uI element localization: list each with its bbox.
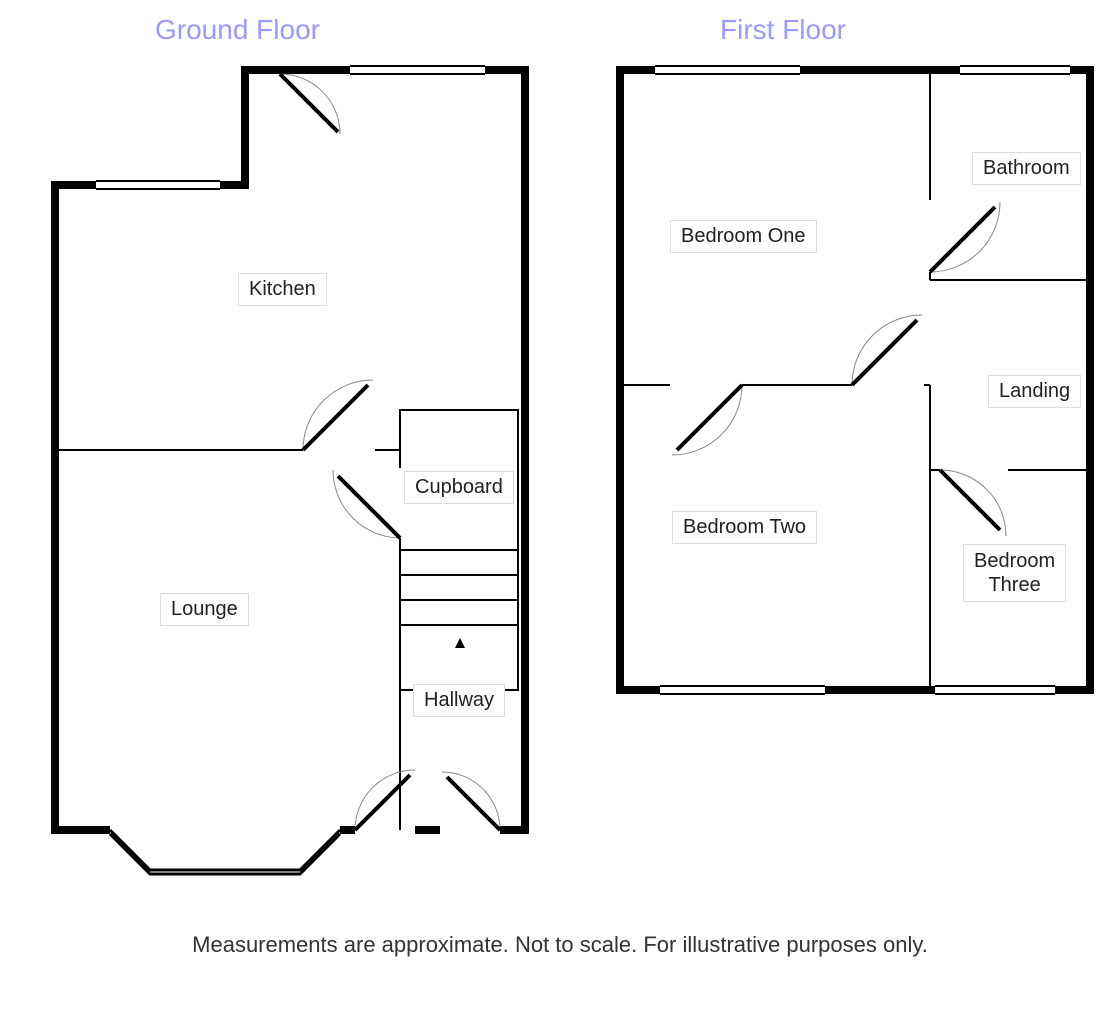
bathroom-label: Bathroom bbox=[972, 152, 1081, 185]
lounge-label: Lounge bbox=[160, 593, 249, 626]
bedroom-three-line2: Three bbox=[988, 574, 1040, 596]
bedroom-three-label: Bedroom Three bbox=[963, 544, 1066, 602]
ground-floor-plan bbox=[20, 50, 550, 880]
ground-floor-title: Ground Floor bbox=[155, 14, 320, 46]
floor-plan-canvas: Ground Floor First Floor bbox=[0, 0, 1120, 1029]
cupboard-label: Cupboard bbox=[404, 471, 514, 504]
hallway-label: Hallway bbox=[413, 684, 505, 717]
kitchen-label: Kitchen bbox=[238, 273, 327, 306]
landing-label: Landing bbox=[988, 375, 1081, 408]
bedroom-two-label: Bedroom Two bbox=[672, 511, 817, 544]
first-floor-title: First Floor bbox=[720, 14, 846, 46]
disclaimer-text: Measurements are approximate. Not to sca… bbox=[110, 930, 1010, 961]
bedroom-one-label: Bedroom One bbox=[670, 220, 817, 253]
bedroom-three-line1: Bedroom bbox=[974, 550, 1055, 572]
